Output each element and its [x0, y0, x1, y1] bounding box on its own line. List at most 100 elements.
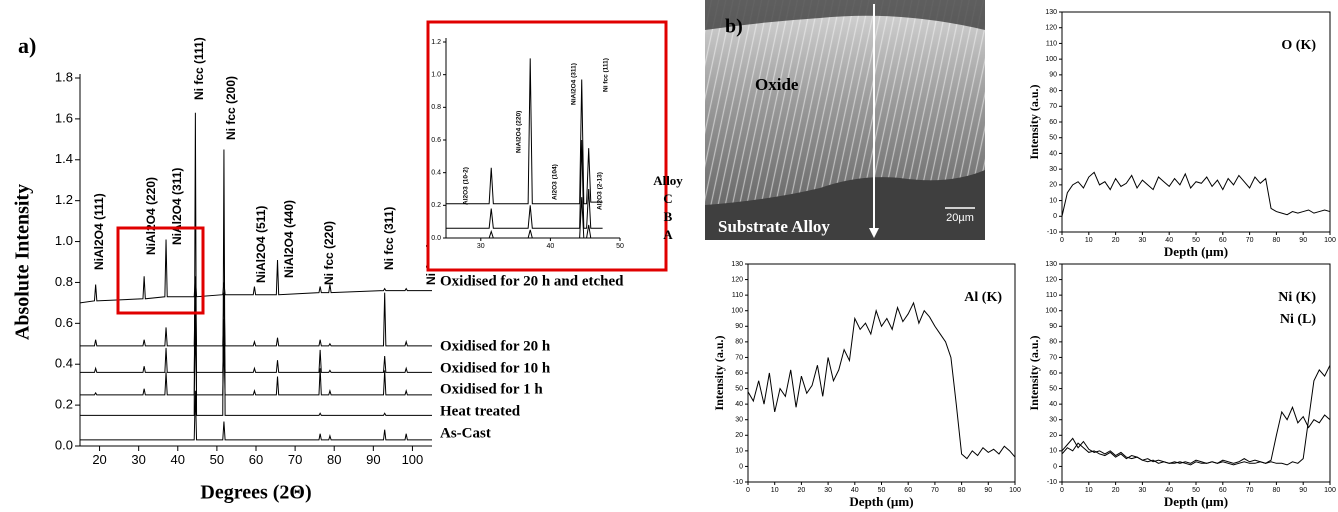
series-label: Oxidised for 20 h — [440, 338, 551, 354]
x-tick-label: 30 — [131, 452, 145, 467]
x-tick-label: 30 — [824, 487, 832, 494]
y-tick-label: 1.6 — [55, 110, 73, 125]
x-tick-label: 40 — [171, 452, 185, 467]
y-tick-label: 1.0 — [55, 233, 73, 248]
panel-label: b) — [725, 16, 743, 38]
y-tick-label: 0.8 — [431, 104, 441, 111]
y-tick-label: 0 — [1053, 463, 1057, 470]
scale-bar-label: 20µm — [946, 212, 974, 224]
y-tick-label: 100 — [1045, 56, 1057, 63]
x-tick-label: 10 — [1085, 237, 1093, 244]
x-tick-label: 20 — [92, 452, 106, 467]
x-tick-label: 50 — [878, 487, 886, 494]
x-tick-label: 60 — [1219, 487, 1227, 494]
series-label: Al (K) — [964, 290, 1002, 305]
peak-label: Al2O3 (104) — [552, 164, 559, 200]
sem-label: Oxide — [755, 75, 799, 94]
x-tick-label: 50 — [1192, 237, 1200, 244]
y-tick-label: 1.2 — [55, 192, 73, 207]
series-label: Ni (L) — [1280, 312, 1317, 327]
x-tick-label: 50 — [1192, 487, 1200, 494]
x-tick-label: 90 — [984, 487, 992, 494]
y-tick-label: 1.8 — [55, 69, 73, 84]
y-tick-label: 130 — [1045, 261, 1057, 268]
data-line — [80, 390, 432, 441]
y-tick-label: 1.2 — [431, 39, 441, 46]
x-tick-label: 40 — [851, 487, 859, 494]
x-tick-label: 30 — [1139, 487, 1147, 494]
x-tick-label: 90 — [1299, 487, 1307, 494]
x-tick-label: 60 — [249, 452, 263, 467]
y-tick-label: 20 — [1049, 432, 1057, 439]
y-tick-label: 0 — [1053, 213, 1057, 220]
peak-label: NiAl2O4 (220) — [516, 111, 523, 153]
y-tick-label: 110 — [1046, 40, 1057, 47]
y-tick-label: 90 — [735, 323, 743, 330]
peak-label: NiAl2O4 (311) — [571, 63, 578, 105]
y-tick-label: 50 — [1049, 135, 1057, 142]
peak-label: Ni fcc (111) — [192, 37, 206, 100]
x-tick-label: 0 — [1060, 487, 1064, 494]
x-axis-title: Depth (µm) — [849, 494, 913, 509]
y-tick-label: 80 — [1049, 339, 1057, 346]
y-tick-label: 110 — [732, 292, 743, 299]
y-tick-label: 100 — [731, 308, 743, 315]
y-tick-label: 30 — [1049, 166, 1057, 173]
y-tick-label: 30 — [1049, 417, 1057, 424]
data-line — [446, 139, 603, 229]
series-label: B — [664, 209, 673, 224]
y-tick-label: 80 — [1049, 87, 1057, 94]
x-tick-label: 70 — [931, 487, 939, 494]
x-tick-label: 100 — [1324, 237, 1336, 244]
y-tick-label: 10 — [1049, 197, 1057, 204]
y-tick-label: 0.0 — [431, 235, 441, 242]
x-tick-label: 20 — [1112, 487, 1120, 494]
x-tick-label: 60 — [904, 487, 912, 494]
y-tick-label: 0.0 — [55, 437, 73, 452]
peak-label: Ni fcc (311) — [382, 207, 396, 270]
data-line — [80, 302, 432, 373]
y-tick-label: 20 — [735, 432, 743, 439]
x-tick-label: 80 — [1273, 487, 1281, 494]
y-tick-label: 120 — [1045, 25, 1057, 32]
series-label: A — [663, 227, 673, 242]
x-tick-label: 60 — [1219, 237, 1227, 244]
x-tick-label: 30 — [1139, 237, 1147, 244]
data-line — [1061, 364, 1331, 466]
x-axis-title: Depth (µm) — [1164, 494, 1228, 509]
y-tick-label: 110 — [1046, 292, 1057, 299]
peak-label: Ni fcc (200) — [224, 76, 238, 140]
y-tick-label: 0.8 — [55, 274, 73, 289]
chart: 0.0 0.2 0.4 0.6 0.8 1.0 1.2 1.4 1.6 1.8 20 30 40 50 60… — [12, 37, 625, 503]
x-tick-label: 40 — [1165, 237, 1173, 244]
x-tick-label: 100 — [402, 452, 424, 467]
series-label: O (K) — [1281, 38, 1316, 53]
y-tick-label: 10 — [735, 448, 743, 455]
y-axis-title: Intensity (a.u.) — [1027, 335, 1041, 410]
y-axis-title: Absolute Intensity — [12, 184, 34, 340]
x-tick-label: 0 — [1060, 237, 1064, 244]
data-line — [80, 323, 432, 396]
y-tick-label: 30 — [735, 417, 743, 424]
data-line — [446, 58, 603, 205]
peak-label: NiAl2O4 (311) — [170, 168, 184, 245]
peak-label: Ni fcc (220) — [322, 221, 336, 285]
x-tick-label: 80 — [958, 487, 966, 494]
x-tick-label: 100 — [1009, 487, 1021, 494]
series-label: Oxidised for 1 h — [440, 381, 543, 397]
peak-label: Al2O3 (2-13) — [597, 172, 604, 210]
x-tick-label: 80 — [327, 452, 341, 467]
y-tick-label: 40 — [735, 401, 743, 408]
data-line — [79, 239, 432, 304]
data-line — [80, 282, 432, 347]
y-tick-label: 130 — [1045, 9, 1057, 16]
y-tick-label: 120 — [731, 276, 743, 283]
peak-label: NiAl2O4 (111) — [92, 193, 106, 270]
x-tick-label: 50 — [616, 243, 624, 250]
y-tick-label: 60 — [1049, 370, 1057, 377]
series-label: As-Cast — [440, 425, 491, 441]
x-tick-label: 10 — [1085, 487, 1093, 494]
